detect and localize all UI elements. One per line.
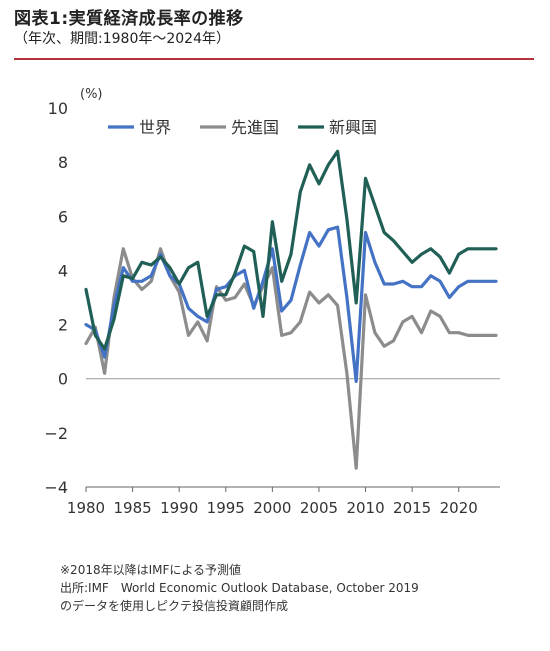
x-tick-label: 2000 [253,499,291,517]
y-tick-label: −2 [44,424,68,443]
y-tick-label: 2 [58,316,68,335]
x-tick-label: 1985 [113,499,151,517]
source-notes: ※2018年以降はIMFによる予測値 出所:IMF World Economic… [60,561,419,615]
x-tick-label: 2010 [346,499,384,517]
x-tick-label: 2015 [393,499,431,517]
legend: 世界 先進国 新興国 [108,118,377,137]
plot-area [84,149,498,470]
source-line-2: のデータを使用しピクテ投信投資顧問作成 [60,599,289,613]
chart-subtitle: （年次、期間:1980年～2024年） [14,31,230,47]
x-axis: 1980 1985 1990 1995 2000 2005 2010 2015 2020 [67,378,500,517]
series-line-3 [84,149,498,351]
series-line-1 [84,225,498,383]
series-line-2 [84,247,498,470]
x-tick-label: 1990 [160,499,198,517]
x-tick-label: 1995 [207,499,245,517]
y-unit-label: (%) [80,87,103,102]
x-tick-label: 1980 [67,499,105,517]
y-tick-label: 6 [58,207,68,226]
forecast-note: ※2018年以降はIMFによる予測値 [60,563,242,577]
x-tick-label: 2005 [300,499,338,517]
source-line: 出所:IMF World Economic Outlook Database, … [60,581,419,595]
line-chart: −4 −2 0 2 4 6 8 10 (%) 1980 1985 1990 1995 2000 2005 2… [44,87,500,517]
y-tick-label: 10 [48,99,68,118]
y-tick-label: 0 [58,370,68,389]
y-axis: −4 −2 0 2 4 6 8 10 (%) [44,87,102,497]
y-tick-label: 8 [58,153,68,172]
y-tick-label: 4 [58,261,68,280]
legend-label: 先進国 [231,118,279,137]
legend-label: 世界 [139,118,171,137]
x-tick-label: 2020 [440,499,478,517]
legend-label: 新興国 [329,118,377,137]
title-divider [14,58,534,60]
chart-title: 図表1:実質経済成長率の推移 [14,9,244,29]
y-tick-label: −4 [44,478,68,497]
